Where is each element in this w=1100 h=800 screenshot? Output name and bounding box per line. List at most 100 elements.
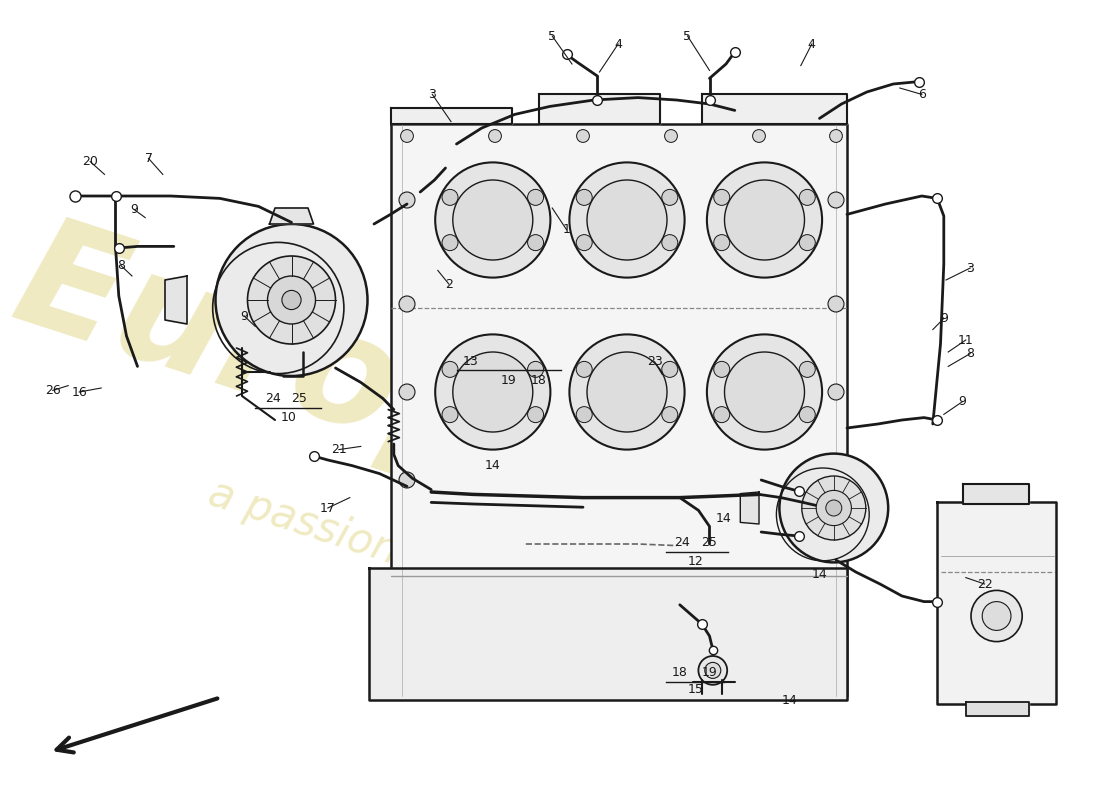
Circle shape	[816, 490, 851, 526]
Circle shape	[570, 334, 684, 450]
Text: 9: 9	[240, 310, 249, 322]
Polygon shape	[390, 124, 847, 696]
Circle shape	[528, 190, 543, 206]
Text: 14: 14	[812, 568, 827, 581]
Polygon shape	[702, 94, 847, 124]
Circle shape	[714, 406, 729, 422]
Circle shape	[826, 500, 842, 516]
Text: 15: 15	[688, 683, 703, 696]
Text: 24: 24	[265, 392, 280, 405]
Circle shape	[400, 130, 414, 142]
Text: 3: 3	[428, 88, 437, 101]
Text: 9: 9	[939, 312, 948, 325]
Circle shape	[800, 406, 815, 422]
Text: 17: 17	[320, 502, 336, 514]
Circle shape	[707, 162, 822, 278]
Text: 5: 5	[548, 30, 557, 42]
Circle shape	[528, 234, 543, 250]
Circle shape	[714, 362, 729, 378]
Circle shape	[442, 234, 458, 250]
Circle shape	[971, 590, 1022, 642]
Polygon shape	[740, 492, 759, 524]
Circle shape	[705, 662, 720, 678]
Text: 21: 21	[331, 443, 346, 456]
Circle shape	[453, 180, 532, 260]
Polygon shape	[165, 276, 187, 324]
Circle shape	[436, 162, 550, 278]
Circle shape	[800, 362, 815, 378]
Circle shape	[725, 180, 804, 260]
Text: 9: 9	[958, 395, 967, 408]
Text: 14: 14	[485, 459, 501, 472]
Text: 14: 14	[782, 694, 797, 706]
Circle shape	[752, 130, 766, 142]
Text: 22: 22	[977, 578, 992, 590]
Circle shape	[488, 130, 502, 142]
Circle shape	[725, 352, 804, 432]
Circle shape	[576, 406, 592, 422]
Circle shape	[707, 334, 822, 450]
Circle shape	[662, 190, 678, 206]
Polygon shape	[966, 702, 1028, 716]
Text: 9: 9	[130, 203, 139, 216]
Text: 13: 13	[463, 355, 478, 368]
Text: 7: 7	[144, 152, 153, 165]
Text: 18: 18	[672, 666, 688, 678]
Text: 2: 2	[444, 278, 453, 290]
Polygon shape	[962, 484, 1028, 504]
Text: 12: 12	[688, 555, 703, 568]
Text: 24: 24	[674, 536, 690, 549]
Circle shape	[698, 656, 727, 685]
Circle shape	[662, 234, 678, 250]
Polygon shape	[390, 108, 512, 124]
Circle shape	[664, 130, 678, 142]
Circle shape	[828, 384, 844, 400]
Text: 20: 20	[82, 155, 98, 168]
Text: 19: 19	[702, 666, 717, 678]
Circle shape	[714, 234, 729, 250]
Circle shape	[576, 130, 590, 142]
Circle shape	[436, 334, 550, 450]
Circle shape	[800, 234, 815, 250]
Circle shape	[528, 406, 543, 422]
Circle shape	[216, 224, 367, 376]
Circle shape	[587, 352, 667, 432]
Circle shape	[248, 256, 336, 344]
Text: 18: 18	[531, 374, 547, 386]
Text: 4: 4	[614, 38, 623, 50]
Circle shape	[780, 454, 888, 562]
Text: 8: 8	[966, 347, 975, 360]
Circle shape	[828, 472, 844, 488]
Circle shape	[399, 192, 415, 208]
Circle shape	[829, 130, 843, 142]
Circle shape	[576, 362, 592, 378]
Polygon shape	[270, 208, 314, 224]
Circle shape	[576, 234, 592, 250]
Text: 6: 6	[917, 88, 926, 101]
Circle shape	[828, 192, 844, 208]
Circle shape	[800, 190, 815, 206]
Text: 26: 26	[45, 384, 60, 397]
Circle shape	[570, 162, 684, 278]
Text: 16: 16	[72, 386, 87, 398]
Circle shape	[714, 190, 729, 206]
Text: 19: 19	[500, 374, 516, 386]
Circle shape	[442, 406, 458, 422]
Polygon shape	[937, 502, 1056, 704]
Circle shape	[802, 476, 866, 540]
Circle shape	[399, 472, 415, 488]
Circle shape	[576, 190, 592, 206]
Text: 14: 14	[716, 512, 732, 525]
Polygon shape	[539, 94, 660, 124]
Circle shape	[587, 180, 667, 260]
Text: 11: 11	[958, 334, 974, 346]
Circle shape	[982, 602, 1011, 630]
Circle shape	[662, 406, 678, 422]
Text: 8: 8	[117, 259, 125, 272]
Circle shape	[662, 362, 678, 378]
Text: Europes: Europes	[0, 206, 706, 562]
Circle shape	[399, 384, 415, 400]
Circle shape	[399, 296, 415, 312]
Circle shape	[267, 276, 316, 324]
Circle shape	[442, 190, 458, 206]
